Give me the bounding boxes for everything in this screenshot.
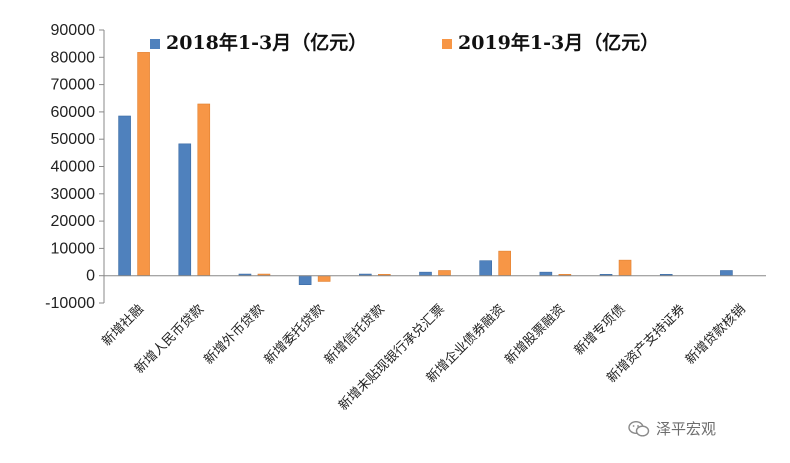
legend-swatch-2019	[442, 39, 452, 49]
y-tick-label: 70000	[51, 77, 96, 94]
bar-2018-0	[118, 115, 131, 277]
y-tick-label: 20000	[51, 213, 96, 230]
bar-2019-5	[438, 270, 451, 277]
bar-2018-10	[720, 270, 733, 277]
y-tick-label: 50000	[51, 131, 96, 148]
y-tick-label: 60000	[51, 104, 96, 121]
legend-label-2018: 2018年1-3月（亿元）	[166, 31, 367, 54]
bar-2018-1	[178, 143, 192, 276]
x-category-label: 新增外币贷款	[201, 301, 267, 367]
x-category-label: 新增贷款核销	[682, 301, 748, 367]
wechat-icon	[628, 420, 650, 437]
bar-series	[118, 52, 733, 286]
y-tick-label: -10000	[45, 295, 95, 312]
x-category-label: 新增股票融资	[502, 301, 568, 367]
legend-label-2019: 2019年1-3月（亿元）	[458, 31, 659, 54]
x-category-label: 新增专项债	[571, 301, 628, 358]
bar-2019-8	[618, 259, 632, 277]
x-category-label: 新增信托贷款	[321, 301, 387, 367]
y-axis: -10000 0 10000 20000 30000 40000 50000 60000 700…	[45, 22, 105, 312]
bar-2019-3	[317, 275, 331, 282]
watermark: 泽平宏观	[628, 418, 716, 439]
bar-2018-7	[539, 271, 553, 277]
y-tick-label: 40000	[51, 159, 96, 176]
legend-swatch-2018	[150, 39, 160, 49]
chart-legend: 2018年1-3月（亿元） 2019年1-3月（亿元）	[150, 31, 659, 54]
y-tick-label: 90000	[51, 22, 96, 39]
x-category-label: 新增委托贷款	[261, 301, 327, 367]
bar-2019-1	[197, 103, 211, 276]
bar-2018-5	[419, 271, 432, 277]
x-axis: 新增社融新增人民币贷款新增外币贷款新增委托贷款新增信托贷款新增未贴现银行承兑汇票…	[99, 275, 766, 414]
x-category-label: 新增社融	[99, 301, 147, 349]
y-tick-label: 80000	[51, 49, 96, 66]
x-category-label: 新增未贴现银行承兑汇票	[335, 301, 447, 413]
y-tick-label: 0	[86, 268, 95, 285]
watermark-text: 泽平宏观	[656, 420, 717, 438]
bar-2018-6	[479, 260, 492, 276]
y-tick-label: 30000	[51, 186, 96, 203]
bar-2019-0	[137, 52, 150, 276]
y-tick-label: 10000	[51, 240, 96, 257]
bar-2018-3	[298, 275, 312, 286]
bar-2019-6	[498, 250, 511, 277]
